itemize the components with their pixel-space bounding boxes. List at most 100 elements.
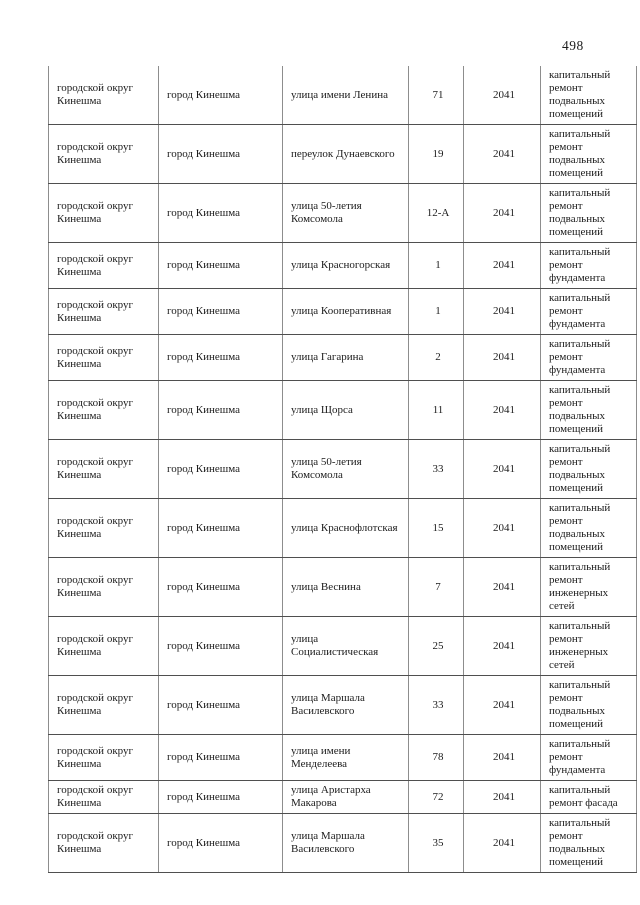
cell-street: улица Щорса	[282, 380, 409, 440]
cell-year: 2041	[463, 813, 541, 873]
cell-street: улица Красногорская	[282, 242, 409, 289]
repair-plan-table: городской округ Кинешма город Кинешма ул…	[48, 66, 637, 873]
table-row: городской округ Кинешма город Кинешма ул…	[48, 780, 637, 814]
cell-municipality: городской округ Кинешма	[48, 183, 159, 243]
cell-municipality: городской округ Кинешма	[48, 675, 159, 735]
cell-work-type: капитальный ремонт инженерных сетей	[540, 557, 637, 617]
cell-year: 2041	[463, 616, 541, 676]
cell-house-number: 71	[408, 66, 464, 125]
cell-work-type: капитальный ремонт подвальных помещений	[540, 439, 637, 499]
cell-work-type: капитальный ремонт подвальных помещений	[540, 183, 637, 243]
cell-work-type: капитальный ремонт фундамента	[540, 734, 637, 781]
cell-municipality: городской округ Кинешма	[48, 334, 159, 381]
cell-work-type: капитальный ремонт инженерных сетей	[540, 616, 637, 676]
cell-municipality: городской округ Кинешма	[48, 124, 159, 184]
table-row: городской округ Кинешма город Кинешма ул…	[48, 439, 637, 499]
cell-work-type: капитальный ремонт подвальных помещений	[540, 66, 637, 125]
cell-city: город Кинешма	[158, 288, 283, 335]
table-row: городской округ Кинешма город Кинешма ул…	[48, 242, 637, 289]
cell-street: переулок Дунаевского	[282, 124, 409, 184]
cell-municipality: городской округ Кинешма	[48, 616, 159, 676]
table-row: городской округ Кинешма город Кинешма пе…	[48, 124, 637, 184]
table-row: городской округ Кинешма город Кинешма ул…	[48, 498, 637, 558]
cell-street: улица 50-летия Комсомола	[282, 183, 409, 243]
cell-city: город Кинешма	[158, 498, 283, 558]
cell-street: улица Маршала Василевского	[282, 675, 409, 735]
cell-street: улица имени Ленина	[282, 66, 409, 125]
cell-street: улица Аристарха Макарова	[282, 780, 409, 814]
cell-house-number: 19	[408, 124, 464, 184]
cell-city: город Кинешма	[158, 66, 283, 125]
cell-city: город Кинешма	[158, 780, 283, 814]
cell-work-type: капитальный ремонт подвальных помещений	[540, 380, 637, 440]
cell-city: город Кинешма	[158, 616, 283, 676]
cell-city: город Кинешма	[158, 734, 283, 781]
cell-house-number: 15	[408, 498, 464, 558]
cell-year: 2041	[463, 66, 541, 125]
cell-house-number: 2	[408, 334, 464, 381]
cell-municipality: городской округ Кинешма	[48, 734, 159, 781]
cell-city: город Кинешма	[158, 813, 283, 873]
cell-house-number: 12-А	[408, 183, 464, 243]
cell-municipality: городской округ Кинешма	[48, 813, 159, 873]
cell-year: 2041	[463, 183, 541, 243]
cell-municipality: городской округ Кинешма	[48, 498, 159, 558]
cell-house-number: 25	[408, 616, 464, 676]
cell-city: город Кинешма	[158, 183, 283, 243]
cell-house-number: 1	[408, 242, 464, 289]
cell-work-type: капитальный ремонт фасада	[540, 780, 637, 814]
cell-city: город Кинешма	[158, 439, 283, 499]
cell-house-number: 72	[408, 780, 464, 814]
table-row: городской округ Кинешма город Кинешма ул…	[48, 734, 637, 781]
cell-work-type: капитальный ремонт подвальных помещений	[540, 124, 637, 184]
cell-street: улица Маршала Василевского	[282, 813, 409, 873]
cell-street: улица Веснина	[282, 557, 409, 617]
table-body: городской округ Кинешма город Кинешма ул…	[48, 66, 637, 873]
cell-year: 2041	[463, 780, 541, 814]
table-row: городской округ Кинешма город Кинешма ул…	[48, 183, 637, 243]
cell-municipality: городской округ Кинешма	[48, 66, 159, 125]
table-row: городской округ Кинешма город Кинешма ул…	[48, 380, 637, 440]
cell-street: улица Гагарина	[282, 334, 409, 381]
cell-year: 2041	[463, 557, 541, 617]
cell-street: улица Краснофлотская	[282, 498, 409, 558]
cell-house-number: 33	[408, 439, 464, 499]
cell-street: улица Социалистическая	[282, 616, 409, 676]
table-row: городской округ Кинешма город Кинешма ул…	[48, 288, 637, 335]
cell-city: город Кинешма	[158, 557, 283, 617]
cell-year: 2041	[463, 288, 541, 335]
table-row: городской округ Кинешма город Кинешма ул…	[48, 813, 637, 873]
cell-city: город Кинешма	[158, 675, 283, 735]
cell-city: город Кинешма	[158, 242, 283, 289]
table-row: городской округ Кинешма город Кинешма ул…	[48, 557, 637, 617]
page-number: 498	[562, 38, 584, 53]
cell-street: улица 50-летия Комсомола	[282, 439, 409, 499]
cell-house-number: 78	[408, 734, 464, 781]
cell-municipality: городской округ Кинешма	[48, 288, 159, 335]
cell-municipality: городской округ Кинешма	[48, 439, 159, 499]
cell-city: город Кинешма	[158, 124, 283, 184]
cell-year: 2041	[463, 242, 541, 289]
cell-street: улица Кооперативная	[282, 288, 409, 335]
table-row: городской округ Кинешма город Кинешма ул…	[48, 675, 637, 735]
cell-year: 2041	[463, 380, 541, 440]
cell-work-type: капитальный ремонт подвальных помещений	[540, 675, 637, 735]
table-row: городской округ Кинешма город Кинешма ул…	[48, 334, 637, 381]
table-row: городской округ Кинешма город Кинешма ул…	[48, 616, 637, 676]
cell-year: 2041	[463, 124, 541, 184]
cell-house-number: 11	[408, 380, 464, 440]
cell-year: 2041	[463, 498, 541, 558]
cell-municipality: городской округ Кинешма	[48, 780, 159, 814]
cell-work-type: капитальный ремонт подвальных помещений	[540, 813, 637, 873]
cell-house-number: 1	[408, 288, 464, 335]
cell-municipality: городской округ Кинешма	[48, 242, 159, 289]
cell-municipality: городской округ Кинешма	[48, 557, 159, 617]
cell-city: город Кинешма	[158, 334, 283, 381]
cell-work-type: капитальный ремонт фундамента	[540, 288, 637, 335]
cell-work-type: капитальный ремонт подвальных помещений	[540, 498, 637, 558]
cell-street: улица имени Менделеева	[282, 734, 409, 781]
cell-work-type: капитальный ремонт фундамента	[540, 334, 637, 381]
cell-house-number: 7	[408, 557, 464, 617]
cell-city: город Кинешма	[158, 380, 283, 440]
